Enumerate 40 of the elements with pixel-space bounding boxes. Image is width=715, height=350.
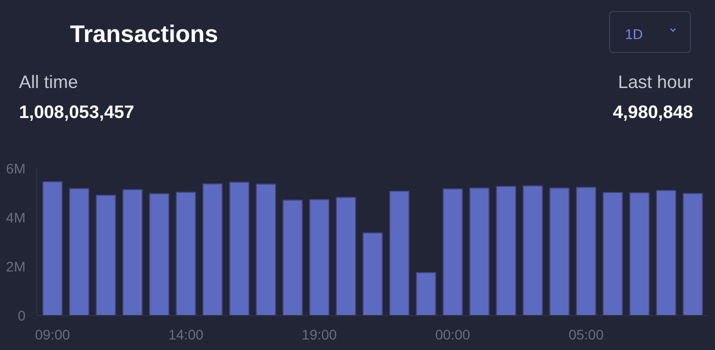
bar [96,194,116,316]
bar [656,190,676,316]
chart-title: Transactions [70,20,218,50]
x-tick-label: 05:00 [568,326,604,342]
bar [309,199,330,316]
y-tick-label: 6M [6,160,26,176]
x-tick-label: 00:00 [435,326,470,342]
bar [496,186,516,316]
x-tick-label: 19:00 [302,326,338,342]
x-tick-label: 09:00 [34,326,70,342]
y-tick-label: 2M [6,258,26,274]
text: 1D [625,25,643,44]
bar [202,183,223,316]
text: All time [19,71,78,94]
bar [442,188,463,316]
bar [69,188,90,316]
bar [522,185,543,316]
bar [42,181,63,316]
bar [336,196,356,316]
y-tick-label: 4M [6,210,26,226]
bar [682,192,703,316]
text: Last hour [618,71,693,94]
bar [229,182,250,316]
bar [282,200,303,316]
text: 1,008,053,457 [19,101,134,124]
x-tick-label: 14:00 [168,326,204,342]
y-tick-label: 0 [18,308,26,324]
bar [256,184,276,316]
bar [176,192,196,316]
bar [469,188,490,316]
bar [122,189,143,316]
bar [149,193,170,316]
bar [576,186,596,316]
bar [602,192,623,316]
bar [549,188,570,316]
bar [629,192,650,316]
text: 4,980,848 [612,101,693,124]
bar [362,232,383,316]
bar [389,190,410,316]
bar [416,272,436,316]
